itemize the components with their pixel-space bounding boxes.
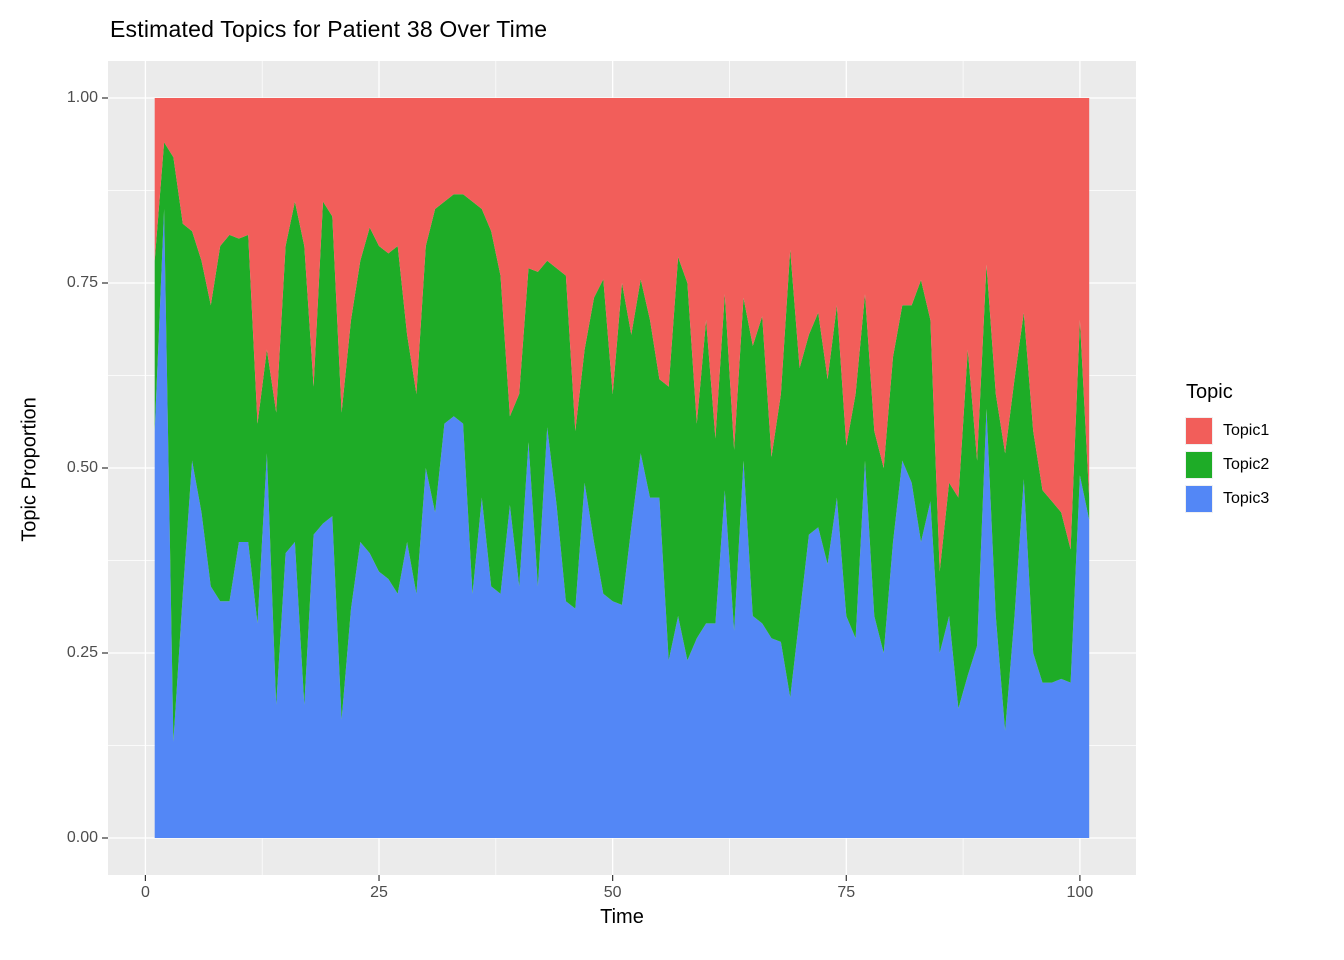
x-tick-label-0: 0: [140, 884, 150, 901]
x-tick-label-50: 50: [603, 884, 622, 901]
legend-swatch-topic2: [1186, 452, 1212, 478]
y-tick-label-0.75: 0.75: [66, 274, 98, 291]
legend-title: Topic: [1186, 381, 1233, 403]
plot-title: Estimated Topics for Patient 38 Over Tim…: [110, 16, 548, 42]
legend-item-topic2: Topic2: [1186, 452, 1269, 478]
x-tick-label-100: 100: [1066, 884, 1094, 901]
x-axis-title: Time: [600, 906, 644, 928]
y-tick-label-0.00: 0.00: [66, 829, 98, 846]
y-tick-label-0.50: 0.50: [66, 459, 98, 476]
legend-item-topic1: Topic1: [1186, 418, 1269, 444]
legend: Topic Topic1 Topic2 Topic3: [1186, 381, 1269, 520]
x-tick-label-75: 75: [837, 884, 856, 901]
legend-label-topic3: Topic3: [1223, 490, 1270, 507]
area-topic1: [154, 98, 1090, 572]
y-tick-label-0.25: 0.25: [66, 644, 98, 661]
legend-label-topic1: Topic1: [1223, 422, 1270, 439]
legend-label-topic2: Topic2: [1223, 456, 1270, 473]
legend-swatch-topic1: [1186, 418, 1212, 444]
y-tick-label-1.00: 1.00: [66, 89, 98, 106]
stacked-areas: [154, 98, 1090, 838]
legend-swatch-topic3: [1186, 486, 1212, 512]
legend-items: Topic1 Topic2 Topic3: [1186, 418, 1269, 512]
axis-tick-marks: [102, 97, 1081, 881]
area-topic3: [154, 209, 1090, 838]
x-tick-label-25: 25: [370, 884, 388, 901]
area-topic2: [154, 142, 1090, 742]
legend-item-topic3: Topic3: [1186, 486, 1269, 512]
